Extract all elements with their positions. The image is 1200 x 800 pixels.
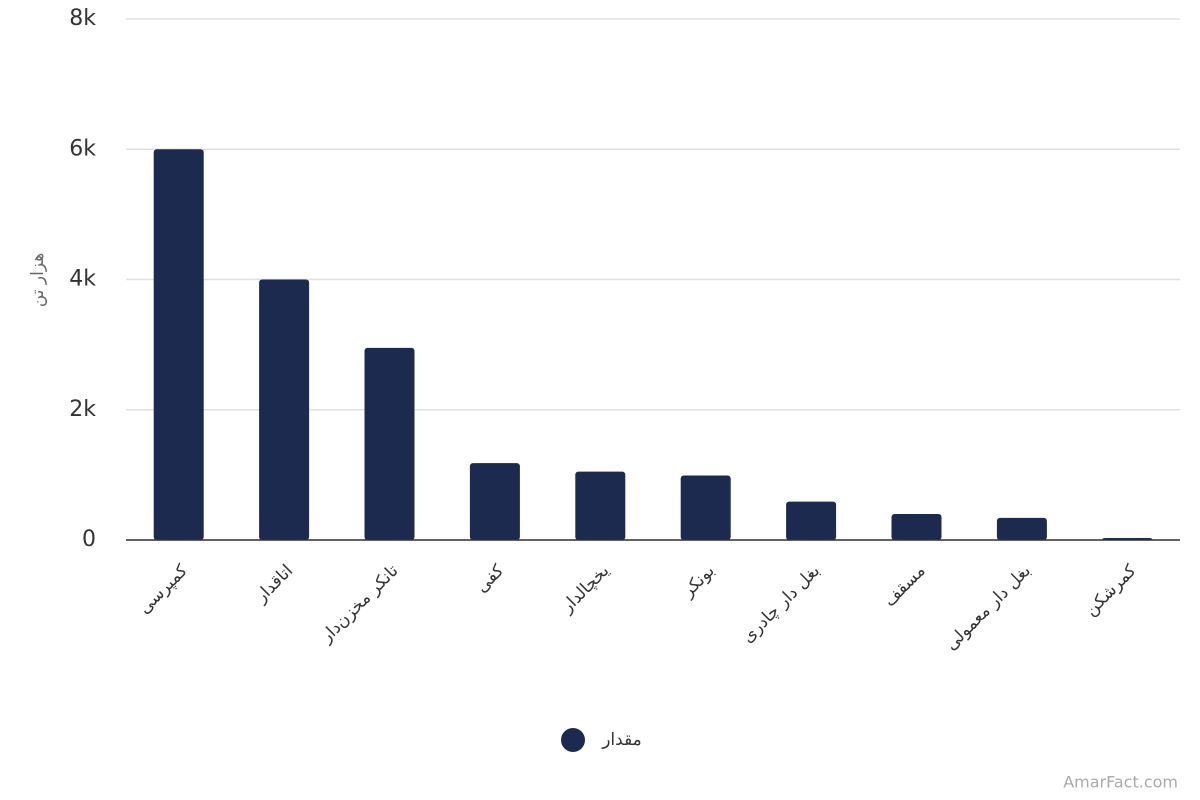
bar xyxy=(153,149,204,540)
watermark: AmarFact.com xyxy=(1063,773,1178,792)
x-tick-label: مسقف xyxy=(880,561,930,611)
y-tick-label: 6k xyxy=(69,136,96,161)
bar xyxy=(891,513,942,540)
x-tick-label: بغل دار معمولی xyxy=(941,561,1035,655)
x-tick-label: یخچالدار xyxy=(557,561,614,618)
y-axis-label: هزار تن xyxy=(28,253,48,307)
bar xyxy=(786,501,837,540)
y-tick-label: 4k xyxy=(69,267,96,292)
x-tick-label: اتاقدار xyxy=(251,561,297,607)
bar xyxy=(996,517,1047,540)
bar xyxy=(469,463,520,540)
y-tick-label: 8k xyxy=(69,6,96,31)
bar xyxy=(575,471,626,540)
bar xyxy=(680,475,731,540)
y-tick-label: 2k xyxy=(69,397,96,422)
x-tick-label: کمرشکن xyxy=(1081,560,1141,620)
x-tick-label: بونکر xyxy=(678,561,719,602)
legend-label: مقدار xyxy=(601,730,642,750)
y-tick-label: 0 xyxy=(82,527,96,552)
x-tick-label: تانکر مخزن‌دار xyxy=(316,561,403,648)
legend-marker xyxy=(561,728,585,752)
x-tick-label: کمپرسی xyxy=(135,560,193,618)
x-tick-label: بغل دار چادری xyxy=(738,561,824,647)
bar xyxy=(259,279,310,540)
x-tick-label: کفی xyxy=(472,560,509,597)
bar xyxy=(364,347,415,540)
